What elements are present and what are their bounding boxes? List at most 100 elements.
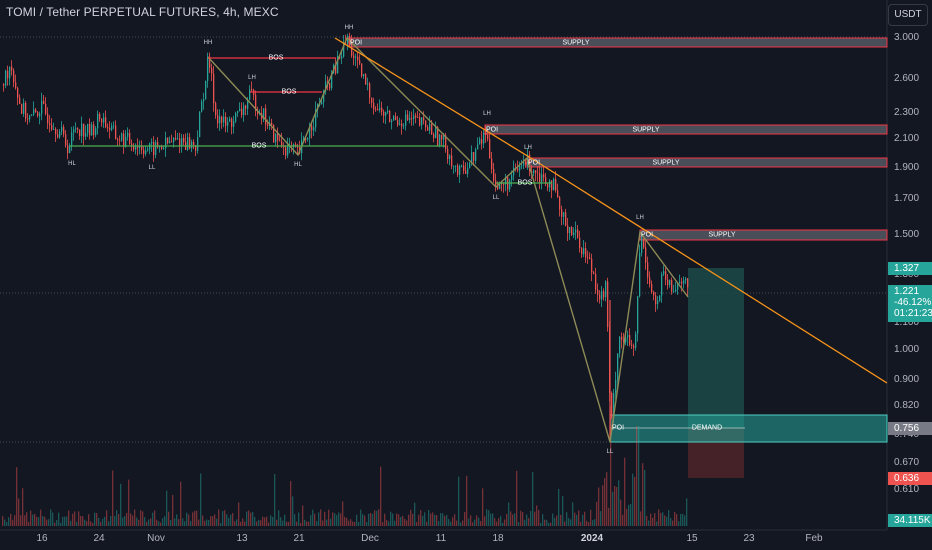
volume-bar [492, 513, 494, 526]
volume-bar [672, 520, 674, 526]
demand-zone [609, 414, 888, 443]
candle-body [265, 108, 267, 125]
volume-bar [160, 522, 162, 526]
volume-bar [4, 519, 6, 526]
candle-body [581, 248, 583, 255]
volume-bar [368, 513, 370, 526]
volume-bar [646, 516, 648, 526]
volume-bar [590, 509, 592, 526]
candle-body [613, 393, 615, 418]
volume-bar [108, 521, 110, 526]
candle-body [235, 112, 237, 122]
candle-body [653, 291, 655, 296]
candle-body [39, 113, 41, 117]
volume-bar [90, 521, 92, 526]
volume-bar [334, 513, 336, 526]
volume-bar [34, 513, 36, 526]
currency-button[interactable]: USDT [888, 4, 928, 26]
time-tick-label: Dec [361, 533, 379, 544]
candle-body [427, 127, 429, 131]
volume-bar [392, 513, 394, 526]
candle-body [133, 146, 135, 150]
volume-bar [598, 487, 600, 526]
candle-body [551, 180, 553, 191]
candle-body [119, 139, 121, 141]
candle-body [231, 118, 233, 127]
candle-body [9, 66, 11, 79]
volume-bar [136, 517, 138, 526]
chart-title: TOMI / Tether PERPETUAL FUTURES, 4h, MEX… [6, 5, 279, 19]
volume-bar [176, 514, 178, 526]
volume-bar [240, 521, 242, 526]
candle-body [117, 138, 119, 140]
volume-bar [264, 517, 266, 526]
candle-body [77, 128, 79, 130]
candle-body [517, 168, 519, 171]
volume-bar [550, 522, 552, 526]
volume-bar [300, 522, 302, 526]
candle-body [447, 149, 449, 160]
volume-bar [250, 512, 252, 526]
volume-bar [346, 517, 348, 526]
time-tick-label: Nov [147, 533, 165, 544]
candle-body [569, 227, 571, 234]
volume-bar [186, 512, 188, 526]
candle-body [329, 82, 331, 89]
candle-body [205, 80, 207, 100]
candle-body [361, 63, 363, 77]
volume-bar [500, 515, 502, 526]
candle-body [637, 296, 639, 334]
volume-bar [310, 515, 312, 526]
candle-body [177, 138, 179, 140]
poi-label: POI [527, 159, 541, 166]
candle-body [163, 148, 165, 150]
volume-bar [64, 516, 66, 526]
candle-body [633, 345, 635, 348]
volume-bar [496, 521, 498, 526]
volume-bar [40, 509, 42, 526]
volume-bar [416, 522, 418, 526]
volume-bar [130, 513, 132, 526]
price-tick-label: 0.820 [894, 400, 920, 412]
supply-label: SUPPLY [652, 159, 680, 166]
candle-body [383, 111, 385, 116]
volume-bar [152, 512, 154, 526]
volume-bar [454, 514, 456, 526]
volume-bar [350, 519, 352, 526]
volume-bar [592, 520, 594, 526]
candle-body [141, 145, 143, 150]
volume-bar [648, 520, 650, 526]
volume-bar [190, 521, 192, 526]
volume-bar [614, 485, 616, 526]
volume-bar [76, 521, 78, 526]
volume-bar [158, 521, 160, 526]
supply-label: SUPPLY [562, 39, 590, 46]
candle-body [649, 277, 651, 284]
candle-body [455, 165, 457, 167]
candle-body [53, 129, 55, 130]
supply-label: SUPPLY [708, 231, 736, 239]
volume-bar [116, 510, 118, 526]
volume-bar [252, 512, 254, 526]
volume-bar [268, 522, 270, 526]
candle-body [557, 190, 559, 198]
candle-body [167, 137, 169, 144]
candle-body [341, 56, 343, 59]
volume-bar [610, 406, 612, 526]
volume-bar [32, 514, 34, 526]
candle-body [439, 134, 441, 146]
time-tick-label: 21 [293, 533, 305, 544]
volume-bar [422, 515, 424, 526]
volume-bar [178, 519, 180, 526]
candle-body [135, 146, 137, 150]
volume-bar [666, 516, 668, 526]
candle-body [243, 105, 245, 115]
volume-bar [214, 514, 216, 526]
volume-bar [84, 519, 86, 526]
volume-bar [636, 426, 638, 526]
volume-bar [278, 510, 280, 526]
candle-body [347, 35, 349, 44]
swing-label-lh: LH [524, 145, 532, 151]
volume-bar [370, 513, 372, 526]
